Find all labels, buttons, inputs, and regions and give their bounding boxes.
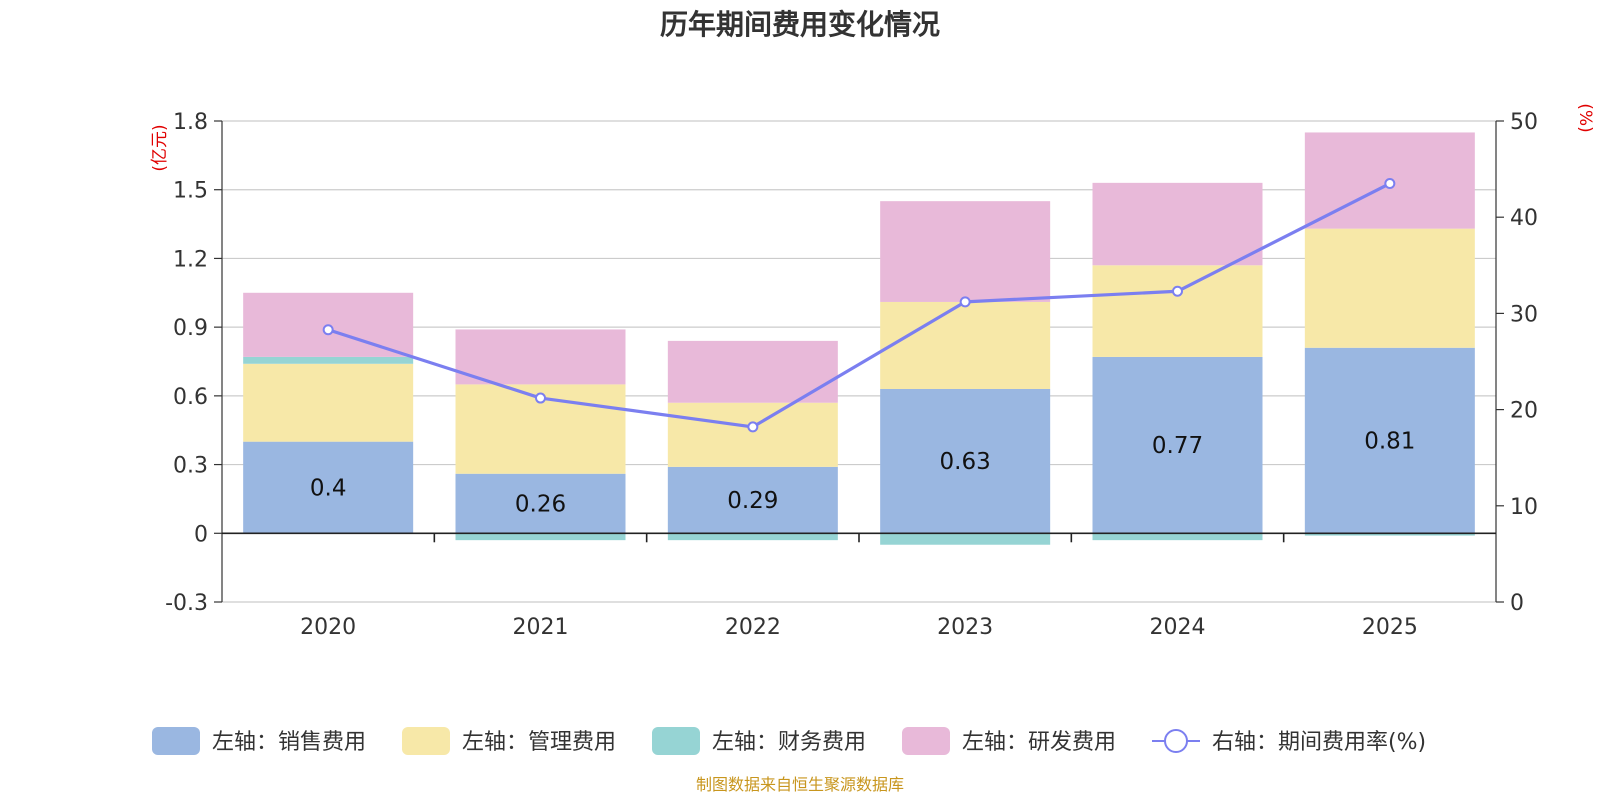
data-source: 制图数据来自恒生聚源数据库 [696, 775, 904, 794]
bar-segment [880, 201, 1051, 302]
left-tick-label: 0.6 [173, 385, 208, 410]
data-label: 0.4 [310, 475, 347, 501]
rate-point [322, 324, 334, 336]
data-label: 0.29 [727, 488, 778, 514]
right-tick-label: 10 [1510, 495, 1538, 520]
legend: 左轴：销售费用 左轴：管理费用 左轴：财务费用 左轴：研发费用 右轴：期间费用率(%) [152, 727, 1426, 755]
right-tick-label: 0 [1510, 591, 1524, 616]
bar-segment [880, 301, 1051, 389]
data-labels: 0.4 0.26 0.29 0.63 0.77 0.81 [310, 429, 1416, 518]
bar-segment [1304, 347, 1475, 534]
category-label: 2020 [300, 615, 356, 640]
bar-segment [880, 533, 1051, 545]
rate-point [1172, 285, 1183, 297]
legend-point-marker [1164, 729, 1188, 753]
left-tick-label: 0.3 [173, 454, 208, 479]
bar-segment [880, 388, 1051, 534]
rate-point [747, 421, 759, 433]
axes: -0.3 0 0.3 0.6 0.9 1.2 1.5 1.8 0 10 20 30 40 50 2020 20… [165, 110, 1538, 640]
right-axis-unit: (%) [1575, 103, 1595, 132]
right-tick-label: 30 [1510, 302, 1538, 327]
legend-swatch [652, 727, 700, 755]
bar-segment [1092, 533, 1263, 541]
data-label: 0.63 [940, 449, 991, 475]
gridlines [222, 120, 1496, 603]
left-tick-label: 1.8 [173, 110, 208, 135]
right-tick-label: 20 [1510, 399, 1538, 424]
legend-label: 左轴：管理费用 [462, 730, 616, 755]
legend-swatch [152, 727, 200, 755]
category-label: 2023 [937, 615, 993, 640]
right-tick-label: 50 [1510, 110, 1538, 135]
data-label: 0.77 [1152, 433, 1203, 459]
bar-segment [455, 473, 626, 534]
bar-segment [1092, 182, 1263, 266]
left-tick-label: -0.3 [165, 591, 208, 616]
rate-line-path [327, 182, 1391, 429]
left-tick-label: 0 [194, 522, 208, 547]
bars [243, 132, 1475, 545]
bar-segment [243, 363, 414, 442]
legend-swatch [402, 727, 450, 755]
bar-segment [667, 402, 838, 467]
left-tick-label: 0.9 [173, 316, 208, 341]
data-label: 0.26 [515, 492, 566, 518]
bar-segment [1092, 356, 1263, 534]
category-label: 2021 [513, 615, 569, 640]
bar-segment [1304, 533, 1475, 536]
bar-segment [1092, 265, 1263, 357]
data-label: 0.81 [1364, 429, 1415, 455]
bar-segment [243, 441, 414, 534]
left-tick-label: 1.5 [173, 179, 208, 204]
right-tick-label: 40 [1510, 206, 1538, 231]
legend-label: 左轴：财务费用 [712, 730, 866, 755]
bar-segment [243, 356, 414, 364]
category-label: 2024 [1150, 615, 1206, 640]
left-axis-unit: (亿元) [150, 124, 170, 171]
category-label: 2025 [1362, 615, 1418, 640]
chart-title: 历年期间费用变化情况 [660, 8, 940, 41]
legend-label: 左轴：销售费用 [212, 730, 366, 755]
bar-segment [1304, 228, 1475, 348]
bar-segment [455, 329, 626, 385]
bar-segment [667, 533, 838, 541]
bar-segment [667, 466, 838, 534]
category-label: 2022 [725, 615, 781, 640]
rate-point [959, 296, 971, 308]
legend-label: 右轴：期间费用率(%) [1212, 730, 1426, 755]
left-tick-label: 1.2 [173, 247, 208, 272]
rate-point [535, 392, 546, 404]
bar-segment [455, 533, 626, 541]
expense-rate-line [322, 178, 1396, 433]
legend-label: 左轴：研发费用 [962, 730, 1116, 755]
rate-point [1384, 178, 1396, 190]
legend-swatch [902, 727, 950, 755]
